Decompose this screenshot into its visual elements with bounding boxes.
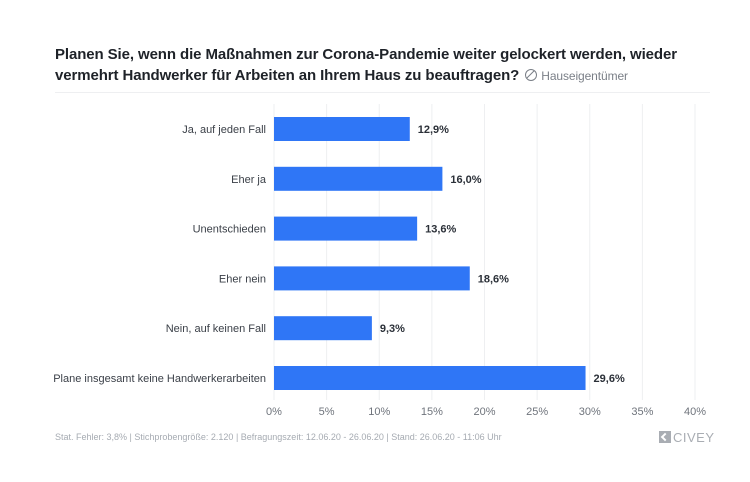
civey-logo[interactable]: CIVEY bbox=[659, 429, 715, 445]
x-tick-label: 20% bbox=[473, 406, 495, 418]
civey-logo-icon bbox=[659, 431, 671, 443]
x-tick-label: 40% bbox=[684, 406, 706, 418]
category-label: Eher ja bbox=[231, 174, 267, 186]
category-label: Unentschieden bbox=[193, 224, 266, 236]
bar bbox=[274, 366, 586, 390]
bar bbox=[274, 266, 470, 291]
category-label: Nein, auf keinen Fall bbox=[166, 323, 266, 335]
x-tick-label: 10% bbox=[368, 406, 390, 418]
x-tick-label: 35% bbox=[631, 406, 653, 418]
value-label: 13,6% bbox=[425, 224, 456, 236]
bar bbox=[274, 216, 418, 241]
x-tick-label: 5% bbox=[319, 406, 335, 418]
x-tick-label: 0% bbox=[266, 406, 282, 418]
category-label: Plane insgesamt keine Handwerkerarbeiten bbox=[53, 373, 266, 385]
bar bbox=[274, 166, 443, 191]
question-text: Planen Sie, wenn die Maßnahmen zur Coron… bbox=[55, 46, 677, 84]
category-label: Ja, auf jeden Fall bbox=[182, 124, 266, 136]
value-labels: 12,9% 16,0% 13,6% 18,6% 9,3% 29,6% bbox=[380, 124, 625, 385]
survey-metadata: Stat. Fehler: 3,8% | Stichprobengröße: 2… bbox=[55, 432, 502, 442]
value-label: 9,3% bbox=[380, 323, 405, 335]
value-label: 16,0% bbox=[450, 174, 481, 186]
civey-logo-text: CIVEY bbox=[673, 429, 715, 445]
bars bbox=[274, 117, 586, 390]
value-label: 12,9% bbox=[418, 124, 449, 136]
audience-label: Hauseigentümer bbox=[541, 69, 628, 83]
bar bbox=[274, 316, 372, 341]
grid-lines bbox=[273, 104, 696, 400]
chart-title: Planen Sie, wenn die Maßnahmen zur Coron… bbox=[55, 44, 715, 87]
target-group-icon bbox=[525, 69, 538, 81]
value-label: 29,6% bbox=[594, 373, 625, 385]
bar bbox=[274, 117, 410, 141]
category-label: Eher nein bbox=[219, 273, 266, 285]
x-axis-tick-labels: 0% 5% 10% 15% 20% 25% 30% 35% 40% bbox=[266, 406, 706, 418]
x-tick-label: 25% bbox=[526, 406, 548, 418]
x-tick-label: 15% bbox=[421, 406, 443, 418]
value-label: 18,6% bbox=[478, 273, 509, 285]
x-tick-label: 30% bbox=[579, 406, 601, 418]
category-labels: Ja, auf jeden Fall Eher ja Unentschieden Eh… bbox=[53, 124, 267, 385]
header-divider bbox=[55, 92, 710, 93]
audience-tag[interactable]: Hauseigentümer bbox=[523, 69, 628, 83]
